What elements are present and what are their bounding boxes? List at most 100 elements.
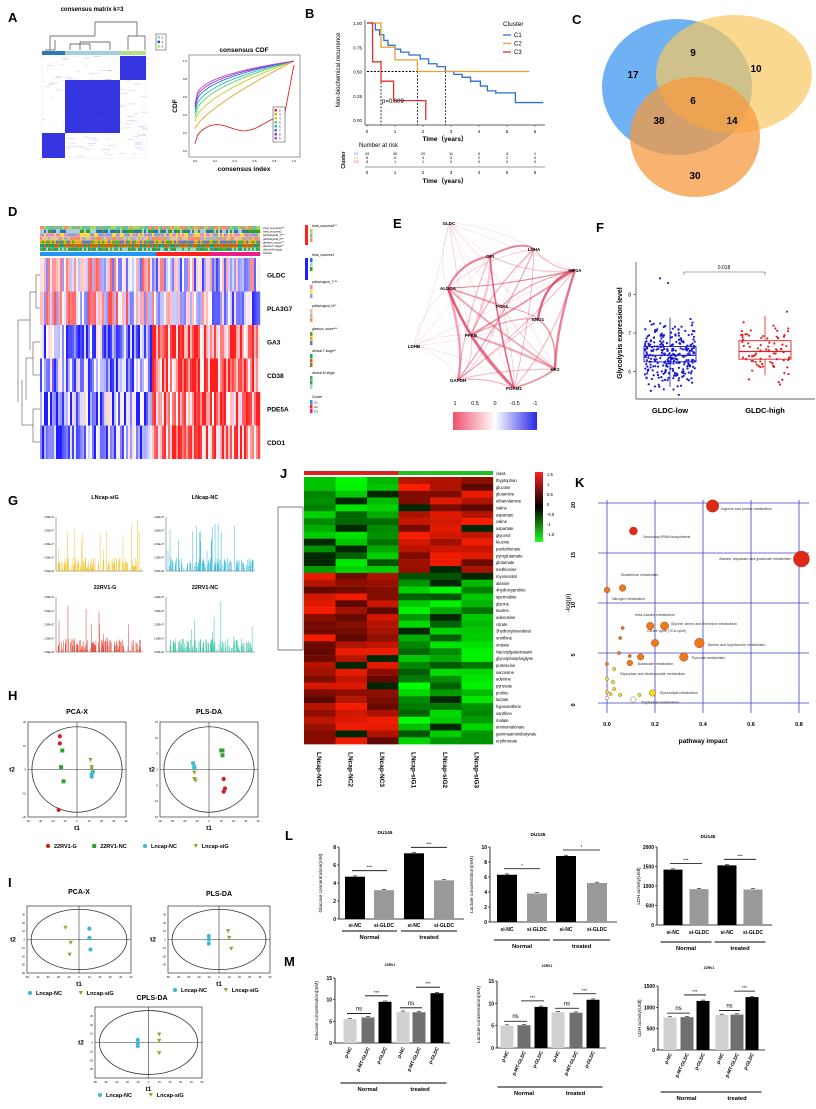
heatmap-cell xyxy=(398,620,431,628)
legend-swatch xyxy=(310,409,313,413)
heatmap-cell xyxy=(62,392,65,426)
cluster-cell xyxy=(154,252,157,256)
metabolite-label: adenine xyxy=(496,677,512,682)
annotation-cell xyxy=(108,226,111,230)
heatmap-cell xyxy=(254,358,257,392)
annotation-cell xyxy=(68,247,71,251)
annotation-cell xyxy=(168,240,171,244)
annotation-cell xyxy=(110,233,113,237)
y-tick: 0 xyxy=(25,768,27,772)
y-tick: 1.00E+07 xyxy=(44,558,55,560)
heatmap-cell xyxy=(212,392,215,426)
bar-si-NC xyxy=(717,865,737,925)
legend-label: Cluster xyxy=(312,395,323,399)
annotation-cell xyxy=(180,233,183,237)
heatmap-cell xyxy=(98,425,101,459)
panel-label-L: L xyxy=(285,828,293,843)
x-tick: 0.8 xyxy=(272,159,277,163)
correlation-edge xyxy=(513,269,576,389)
annotation-cell xyxy=(204,226,207,230)
annotation-cell xyxy=(246,240,249,244)
heatmap-cell xyxy=(335,703,368,711)
annotation-cell xyxy=(138,244,141,248)
heatmap-cell xyxy=(126,392,129,426)
heatmap-cell xyxy=(430,614,462,622)
annotation-cell xyxy=(100,226,103,230)
heatmap-cell xyxy=(110,325,113,359)
cluster-cell xyxy=(236,252,239,256)
data-point xyxy=(787,327,790,330)
x-tick: 10 xyxy=(228,975,231,979)
y-tick: 0 xyxy=(484,920,487,926)
annotation-cell xyxy=(182,247,185,251)
heatmap-cell xyxy=(216,291,219,325)
score-plot-title: PLS-DA xyxy=(196,709,222,716)
pathway-label: Glutathione metabolism xyxy=(621,573,659,577)
annotation-cell xyxy=(196,236,199,241)
heatmap-cell xyxy=(152,425,155,459)
panel-j: classthyptophanglucoseglutamineethanolam… xyxy=(277,471,555,789)
correlation-edge xyxy=(413,255,491,347)
annotation-cell xyxy=(236,240,239,244)
annotation-cell xyxy=(160,244,163,248)
annotation-cell xyxy=(232,233,235,237)
matrix-noise xyxy=(55,76,63,78)
annotation-cell xyxy=(208,229,211,233)
annotation-cell xyxy=(132,244,135,248)
heatmap-cell xyxy=(102,258,105,292)
annotation-cell xyxy=(64,244,67,248)
annotation-cell xyxy=(104,247,107,251)
matrix-noise xyxy=(141,134,146,135)
heatmap-cell xyxy=(166,291,169,325)
annotation-cell xyxy=(244,236,247,241)
annotation-cell xyxy=(40,240,43,244)
cluster-cell xyxy=(114,252,117,256)
annotation-cell xyxy=(44,233,47,237)
heatmap-cell xyxy=(304,627,336,635)
y-tick: 8 xyxy=(333,845,336,851)
marker-22RV1-G xyxy=(222,786,228,791)
km-ylabel: Non-biochemical recurrence xyxy=(336,32,342,108)
heatmap-cell xyxy=(335,572,368,580)
annotation-cell xyxy=(46,233,49,237)
data-point xyxy=(678,352,681,355)
heatmap-cell xyxy=(204,425,207,459)
label: 3 xyxy=(279,112,281,116)
panel-label-E: E xyxy=(393,216,402,231)
heatmap-cell xyxy=(222,258,225,292)
annotation-cell xyxy=(170,226,173,230)
annotation-cell xyxy=(222,247,225,251)
correlation-edge xyxy=(537,318,557,370)
bar-title: DU145 xyxy=(701,834,716,840)
annotation-cell xyxy=(250,240,253,244)
legend-swatch xyxy=(310,294,313,298)
heatmap-cell xyxy=(40,392,43,426)
legend-swatch xyxy=(274,117,277,120)
scale-label: -1.5 xyxy=(547,532,555,537)
marker-Lncap-siG xyxy=(193,844,198,848)
data-point xyxy=(645,351,648,354)
data-point xyxy=(741,356,745,359)
annotation-cell xyxy=(128,236,131,241)
data-point xyxy=(646,335,649,338)
cluster-cell xyxy=(54,252,57,256)
matrix-noise xyxy=(131,120,138,122)
annotation-cell xyxy=(222,240,225,244)
annotation-cell xyxy=(204,233,207,237)
annotation-cell xyxy=(202,226,205,230)
annotation-cell xyxy=(54,229,57,233)
data-point xyxy=(646,347,649,350)
heatmap-cell xyxy=(430,572,462,580)
x-tick: -40 xyxy=(104,1080,108,1084)
y-tick: 4.00E+07 xyxy=(44,597,55,599)
cluster-cell xyxy=(256,252,259,256)
annotation-cell xyxy=(78,240,81,244)
marker-Lncap-siG xyxy=(229,946,234,951)
annotation-cell xyxy=(78,236,81,241)
heatmap-cell xyxy=(204,325,207,359)
annotation-cell xyxy=(252,236,255,241)
annotation-cell xyxy=(162,229,165,233)
x-tick: 1.0 xyxy=(292,159,297,163)
heatmap-cell xyxy=(304,572,336,580)
heatmap-cell xyxy=(54,325,57,359)
